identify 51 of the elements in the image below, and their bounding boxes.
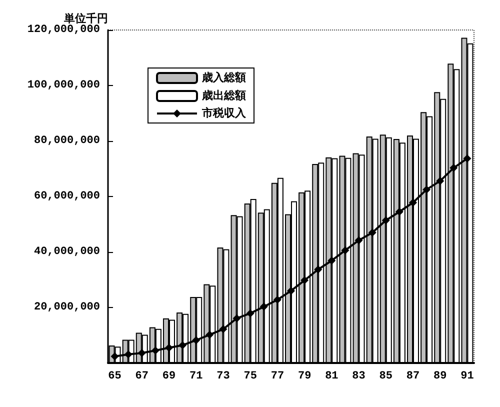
point	[382, 216, 390, 224]
point	[422, 186, 431, 194]
legend-label: 歳出総額	[201, 89, 246, 102]
point	[300, 276, 309, 284]
x-tick-label: 71	[190, 370, 204, 382]
legend-label: 市税収入	[201, 106, 247, 120]
point	[165, 344, 173, 352]
x-tick-label: 89	[434, 370, 447, 382]
point	[246, 309, 254, 318]
legend-label: 歳入総額	[201, 71, 246, 84]
y-tick-label: 120,000,000	[27, 24, 100, 36]
point	[341, 246, 350, 254]
point	[206, 330, 214, 339]
x-tick-label: 79	[298, 370, 312, 382]
x-tick-label: 81	[325, 370, 339, 382]
x-tick-label: 75	[244, 370, 258, 382]
y-tick-label: 80,000,000	[34, 135, 100, 147]
y-tick-label: 20,000,000	[34, 302, 100, 314]
point	[368, 228, 376, 237]
x-tick-label: 87	[406, 370, 420, 382]
point	[436, 176, 444, 185]
x-tick-label: 77	[270, 370, 284, 382]
point	[232, 314, 241, 322]
point	[328, 256, 336, 265]
point	[273, 296, 282, 304]
y-axis-title: 単位千円	[63, 12, 108, 26]
y-tick-label: 40,000,000	[34, 246, 100, 258]
point	[219, 325, 228, 334]
point	[260, 302, 268, 311]
x-tick-label: 73	[216, 370, 230, 382]
point	[450, 164, 458, 172]
point	[395, 208, 404, 216]
point	[463, 154, 472, 162]
point	[287, 286, 295, 295]
point	[314, 265, 322, 274]
point	[151, 346, 160, 355]
point	[354, 236, 363, 244]
x-tick-label: 83	[352, 370, 366, 382]
x-tick-label: 91	[460, 370, 474, 382]
point	[110, 352, 119, 360]
point	[138, 349, 146, 358]
x-tick-label: 85	[379, 370, 393, 382]
x-tick-label: 65	[108, 370, 122, 382]
y-tick-label: 100,000,000	[27, 80, 100, 92]
point	[409, 198, 417, 207]
point	[178, 341, 187, 350]
x-tick-label: 67	[135, 370, 148, 382]
point	[192, 336, 200, 344]
point	[124, 350, 132, 358]
x-tick-label: 69	[162, 370, 176, 382]
y-tick-label: 60,000,000	[34, 190, 100, 202]
